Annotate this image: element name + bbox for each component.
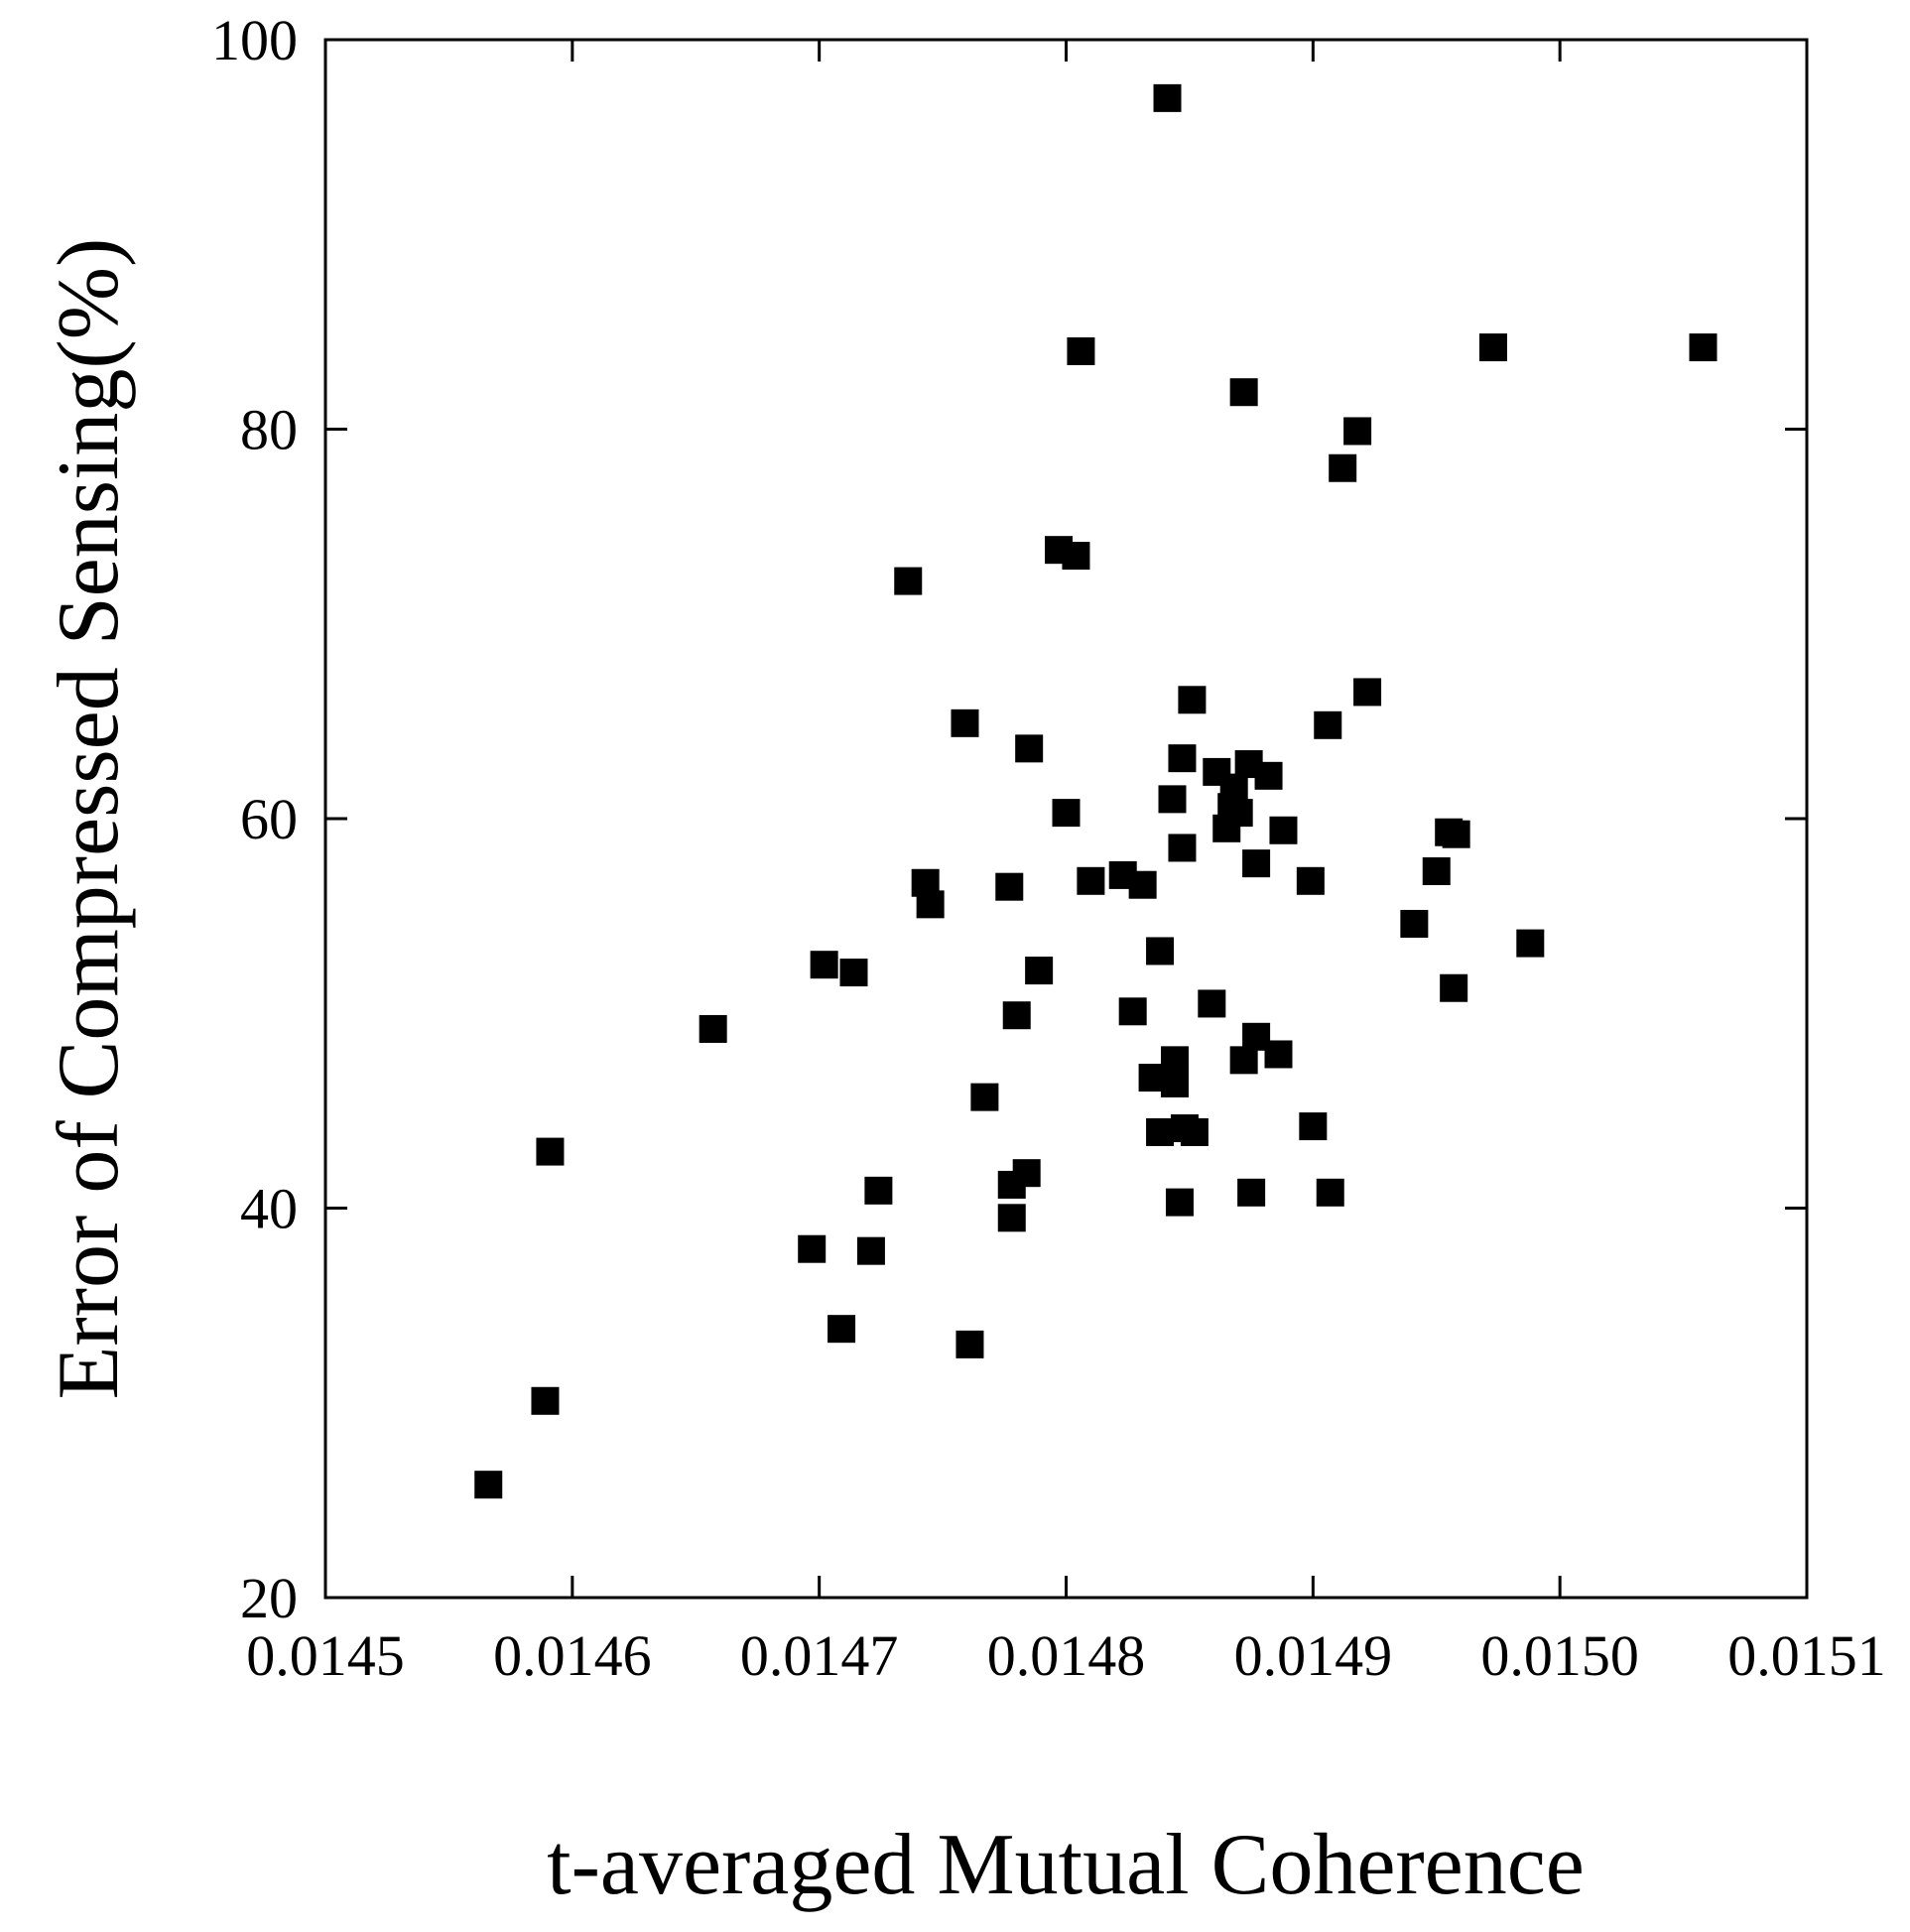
y-tick-label: 80 xyxy=(240,398,298,462)
data-point xyxy=(1160,1046,1189,1075)
data-point xyxy=(856,1236,885,1265)
data-point xyxy=(1165,1188,1194,1217)
y-tick-label: 40 xyxy=(240,1177,298,1241)
x-tick-label: 0.0150 xyxy=(1480,1623,1639,1688)
data-point xyxy=(1353,678,1382,707)
data-point xyxy=(839,959,868,987)
data-point xyxy=(1264,1040,1293,1069)
data-point xyxy=(1128,870,1157,899)
data-point xyxy=(1254,761,1283,790)
data-point xyxy=(1229,378,1258,407)
data-point xyxy=(1237,1178,1266,1207)
data-point xyxy=(828,1315,856,1344)
x-tick-label: 0.0149 xyxy=(1234,1623,1393,1688)
data-point xyxy=(1299,1112,1328,1141)
data-point xyxy=(1343,417,1372,446)
data-point xyxy=(810,951,838,979)
data-point xyxy=(1160,1069,1189,1097)
data-point xyxy=(1168,834,1197,862)
data-point xyxy=(995,872,1024,901)
x-tick-label: 0.0147 xyxy=(740,1623,899,1688)
data-point xyxy=(1025,957,1054,985)
x-axis-ticks: 0.0145 0.0146 0.0147 0.0148 0.0149 0.0150 0.01… xyxy=(246,40,1886,1688)
data-point xyxy=(1052,799,1081,828)
data-point xyxy=(1158,785,1187,814)
data-point xyxy=(1224,799,1253,828)
data-point xyxy=(1146,937,1175,966)
data-point xyxy=(699,1014,727,1043)
data-point xyxy=(1118,997,1147,1026)
y-axis-title: Error of Compressed Sensing(%) xyxy=(41,238,137,1400)
data-point xyxy=(536,1137,565,1166)
x-axis-title: t-averaged Mutual Coherence xyxy=(547,1817,1585,1913)
data-point xyxy=(1180,1117,1209,1146)
x-tick-label: 0.0145 xyxy=(246,1623,405,1688)
data-point xyxy=(1296,866,1325,895)
data-point xyxy=(1440,973,1468,1002)
data-point xyxy=(1146,1117,1175,1146)
data-point xyxy=(1314,710,1342,739)
data-point xyxy=(1015,734,1044,763)
y-tick-label: 100 xyxy=(211,8,298,72)
x-tick-label: 0.0148 xyxy=(987,1623,1146,1688)
data-point xyxy=(1242,849,1271,878)
y-tick-label: 20 xyxy=(240,1566,298,1630)
data-point xyxy=(1153,83,1182,112)
y-tick-label: 60 xyxy=(240,787,298,851)
data-point xyxy=(951,708,979,737)
data-point xyxy=(1198,989,1226,1018)
data-point xyxy=(864,1176,893,1205)
data-point xyxy=(894,567,923,595)
data-point xyxy=(1067,337,1095,365)
data-point xyxy=(1012,1159,1041,1188)
data-point xyxy=(1178,686,1207,714)
data-point xyxy=(1062,542,1090,571)
data-point xyxy=(955,1330,984,1358)
data-point xyxy=(1329,453,1357,482)
data-point xyxy=(1168,744,1197,773)
data-point xyxy=(1077,866,1105,895)
data-point xyxy=(1422,856,1451,885)
data-point xyxy=(1316,1178,1344,1207)
data-point xyxy=(1478,333,1507,362)
data-point xyxy=(1442,820,1470,848)
data-point xyxy=(1516,929,1545,958)
data-point xyxy=(970,1083,999,1111)
data-points xyxy=(474,83,1718,1499)
data-point xyxy=(1219,773,1248,802)
x-tick-label: 0.0151 xyxy=(1727,1623,1886,1688)
data-point xyxy=(1269,816,1298,844)
data-point xyxy=(1689,333,1718,362)
data-point xyxy=(798,1234,827,1263)
data-point xyxy=(916,890,945,919)
data-point xyxy=(1002,1001,1031,1030)
y-axis-ticks: 20 40 60 80 100 xyxy=(211,8,1807,1630)
data-point xyxy=(474,1471,503,1499)
data-point xyxy=(531,1386,560,1415)
x-tick-label: 0.0146 xyxy=(493,1623,652,1688)
data-point xyxy=(1400,909,1429,938)
data-point xyxy=(997,1204,1026,1232)
data-point xyxy=(1229,1046,1258,1075)
